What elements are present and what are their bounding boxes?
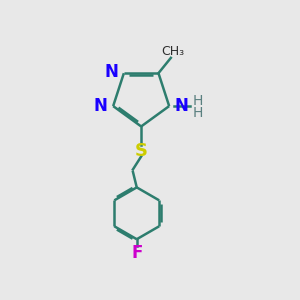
Text: F: F [131, 244, 142, 262]
Text: CH₃: CH₃ [162, 45, 185, 58]
Text: N: N [105, 63, 118, 81]
Text: S: S [135, 142, 148, 160]
Text: H: H [193, 106, 203, 120]
Text: H: H [193, 94, 203, 108]
Text: N: N [94, 97, 108, 115]
Text: N: N [175, 97, 188, 115]
